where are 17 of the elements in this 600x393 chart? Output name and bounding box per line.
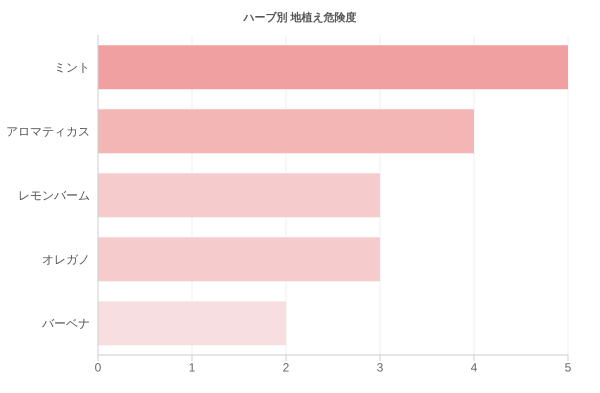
x-tick-label: 1 [188,360,196,375]
y-tick-label: バーベナ [41,316,90,330]
x-tick-label: 5 [564,360,572,375]
x-tick-label: 3 [376,360,384,375]
bar [98,237,380,282]
bar [98,301,286,346]
bar [98,109,474,154]
y-tick-label: ミント [54,60,90,74]
x-tick-label: 0 [94,360,102,375]
y-tick-label: オレガノ [42,252,90,266]
x-tick-label: 2 [282,360,290,375]
bar [98,173,380,218]
y-tick-label: アロマティカス [6,124,90,138]
x-tick-label: 4 [470,360,478,375]
y-tick-label: レモンバーム [18,188,90,202]
chart-title: ハーブ別 地植え危険度 [242,10,358,25]
bar [98,45,568,90]
